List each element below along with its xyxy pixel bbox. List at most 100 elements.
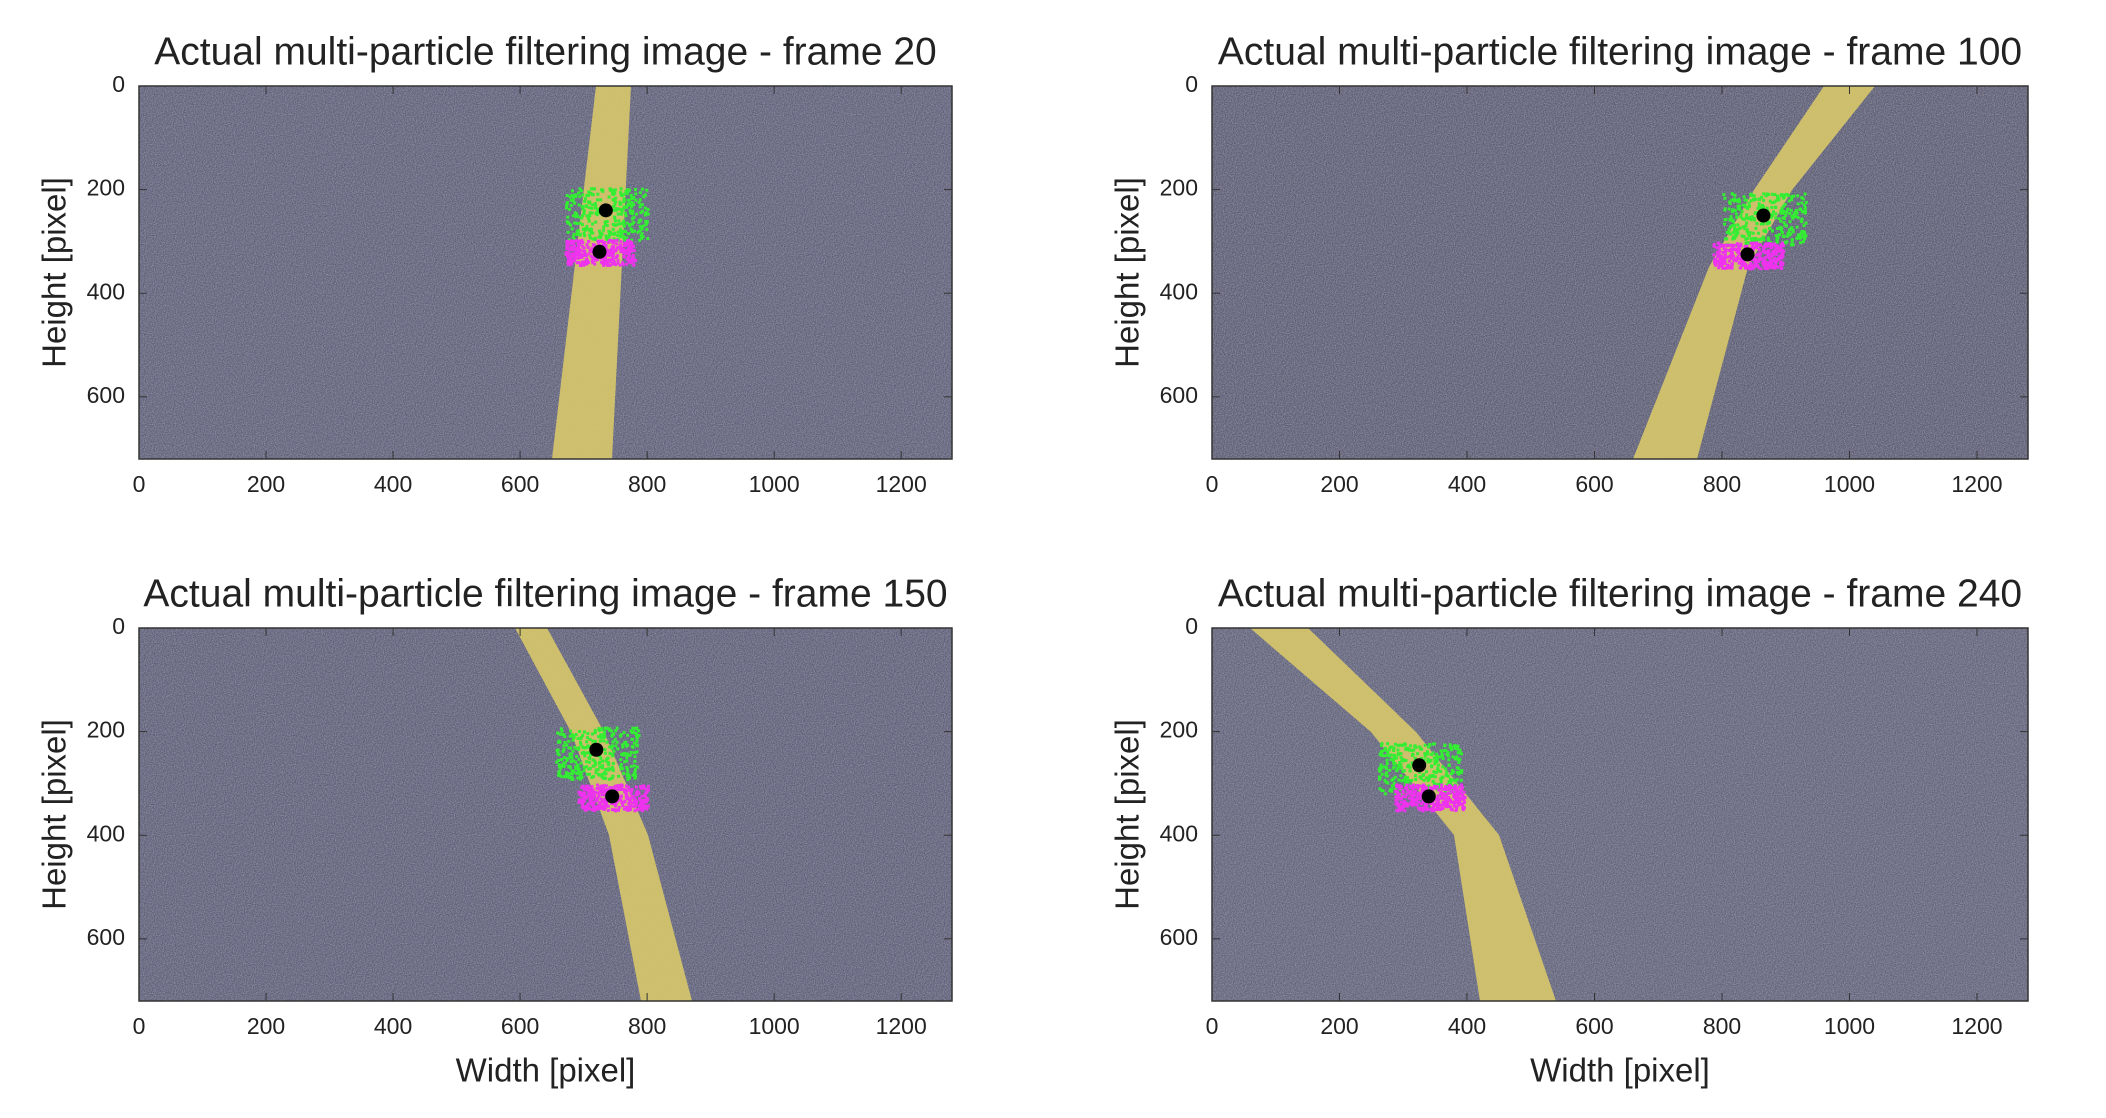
particle [573, 244, 577, 248]
particle [1457, 791, 1461, 795]
particle [1389, 758, 1393, 762]
particle [1738, 247, 1742, 251]
particle [1774, 205, 1778, 209]
particle [565, 772, 569, 776]
particle [598, 739, 602, 743]
particle [640, 227, 644, 231]
particle [1461, 808, 1465, 812]
particle [590, 732, 594, 736]
particle [1761, 235, 1765, 239]
particle [1774, 259, 1778, 263]
particle [1426, 779, 1430, 783]
particle [1389, 753, 1393, 757]
particle [1403, 800, 1407, 804]
particle [1438, 807, 1442, 811]
particle [1729, 254, 1733, 258]
particle [1737, 197, 1741, 201]
particle [608, 786, 612, 790]
road-photo [139, 86, 2028, 1001]
particle [619, 191, 623, 195]
particle [1739, 242, 1743, 246]
particle [587, 793, 591, 797]
particle [1430, 765, 1434, 769]
particle [1729, 250, 1733, 254]
particle [1445, 788, 1449, 792]
particle [576, 215, 580, 219]
particle [1736, 244, 1740, 248]
particle [603, 735, 607, 739]
particle [640, 803, 644, 807]
particle [1433, 798, 1437, 802]
particle [1796, 216, 1800, 220]
particle [629, 804, 633, 808]
particle [1398, 765, 1402, 769]
particle [566, 230, 570, 234]
particle [1767, 253, 1771, 257]
particle [591, 739, 595, 743]
particle [1401, 759, 1405, 763]
particle [634, 192, 638, 196]
estimate-point [589, 742, 604, 757]
particle [581, 207, 585, 211]
particle [626, 797, 630, 801]
particle [579, 742, 583, 746]
particle [621, 222, 625, 226]
particle [560, 763, 564, 767]
particle [1393, 787, 1397, 791]
particle [615, 238, 619, 242]
particle [1751, 231, 1755, 235]
particle [1438, 769, 1442, 773]
particle [1451, 755, 1455, 759]
particle [1396, 763, 1400, 767]
particle [595, 799, 599, 803]
particle [577, 239, 581, 243]
particle [1736, 204, 1740, 208]
particle [1450, 746, 1454, 750]
particle [577, 251, 581, 255]
particle [1758, 197, 1762, 201]
particle [625, 772, 629, 776]
particle [1453, 785, 1457, 789]
particle [1454, 796, 1458, 800]
particle [611, 198, 615, 202]
particle [1774, 216, 1778, 220]
particle [1395, 784, 1399, 788]
particle [1408, 744, 1412, 748]
particle [1723, 255, 1727, 259]
particle [1379, 750, 1383, 754]
particle [1430, 809, 1434, 813]
particle [1802, 235, 1806, 239]
particle [1771, 259, 1775, 263]
particle [1731, 244, 1735, 248]
particle [1720, 261, 1724, 265]
particle [1762, 229, 1766, 233]
x-tick-label: 800 [628, 1013, 666, 1039]
particle [1735, 242, 1739, 246]
particle [633, 797, 637, 801]
particle [1413, 785, 1417, 789]
particle [1438, 786, 1442, 790]
particle [1749, 218, 1753, 222]
particle [593, 761, 597, 765]
particle [618, 243, 622, 247]
particle [1721, 243, 1725, 247]
particle [606, 756, 610, 760]
particle [568, 207, 572, 211]
particle [588, 772, 592, 776]
particle [582, 799, 586, 803]
particle [625, 192, 629, 196]
particle [1733, 193, 1737, 197]
particle [1462, 798, 1466, 802]
particle [1387, 748, 1391, 752]
particle [637, 734, 641, 738]
particle [1456, 796, 1460, 800]
particle [1393, 742, 1397, 746]
particle [638, 807, 642, 811]
particle [1737, 252, 1741, 256]
particle [1445, 773, 1449, 777]
particle [593, 236, 597, 240]
particle [605, 248, 609, 252]
particle [586, 744, 590, 748]
particle [1403, 743, 1407, 747]
particle [638, 191, 642, 195]
